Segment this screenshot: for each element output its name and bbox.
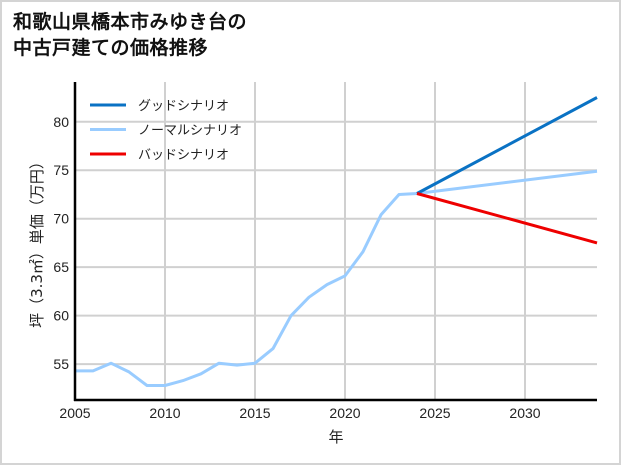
x-tick-label: 2030 — [509, 405, 540, 421]
y-tick-label: 55 — [53, 356, 69, 372]
legend-label: バッドシナリオ — [138, 148, 229, 163]
x-tick-label: 2025 — [419, 405, 450, 421]
x-axis-ticks: 2005 2010 2015 2020 2025 2030 — [59, 405, 540, 421]
y-tick-label: 70 — [53, 211, 69, 227]
legend-label: グッドシナリオ — [138, 99, 229, 114]
y-tick-label: 80 — [53, 114, 69, 130]
series-line-2 — [416, 192, 598, 245]
x-tick-label: 2015 — [239, 405, 270, 421]
y-tick-label: 65 — [53, 259, 69, 275]
series-line-1 — [75, 169, 598, 387]
x-axis-label: 年 — [328, 428, 343, 446]
data-series — [75, 96, 598, 387]
x-tick-label: 2020 — [329, 405, 360, 421]
y-tick-label: 60 — [53, 308, 69, 324]
y-axis-label: 坪（3.3㎡）単価（万円） — [28, 154, 46, 328]
axes — [73, 82, 597, 402]
chart-title-line-2: 中古戸建ての価格推移 — [13, 37, 209, 59]
y-tick-label: 75 — [53, 162, 69, 178]
x-tick-label: 2005 — [59, 405, 90, 421]
chart-title: 和歌山県橋本市みゆき台の 中古戸建ての価格推移 — [13, 9, 247, 61]
chart-title-line-1: 和歌山県橋本市みゆき台の — [13, 11, 248, 33]
series-line-0 — [416, 96, 598, 195]
y-axis-ticks: 55 60 65 70 75 80 — [53, 114, 69, 372]
legend-label: ノーマルシナリオ — [138, 124, 242, 139]
x-tick-label: 2010 — [149, 405, 180, 421]
